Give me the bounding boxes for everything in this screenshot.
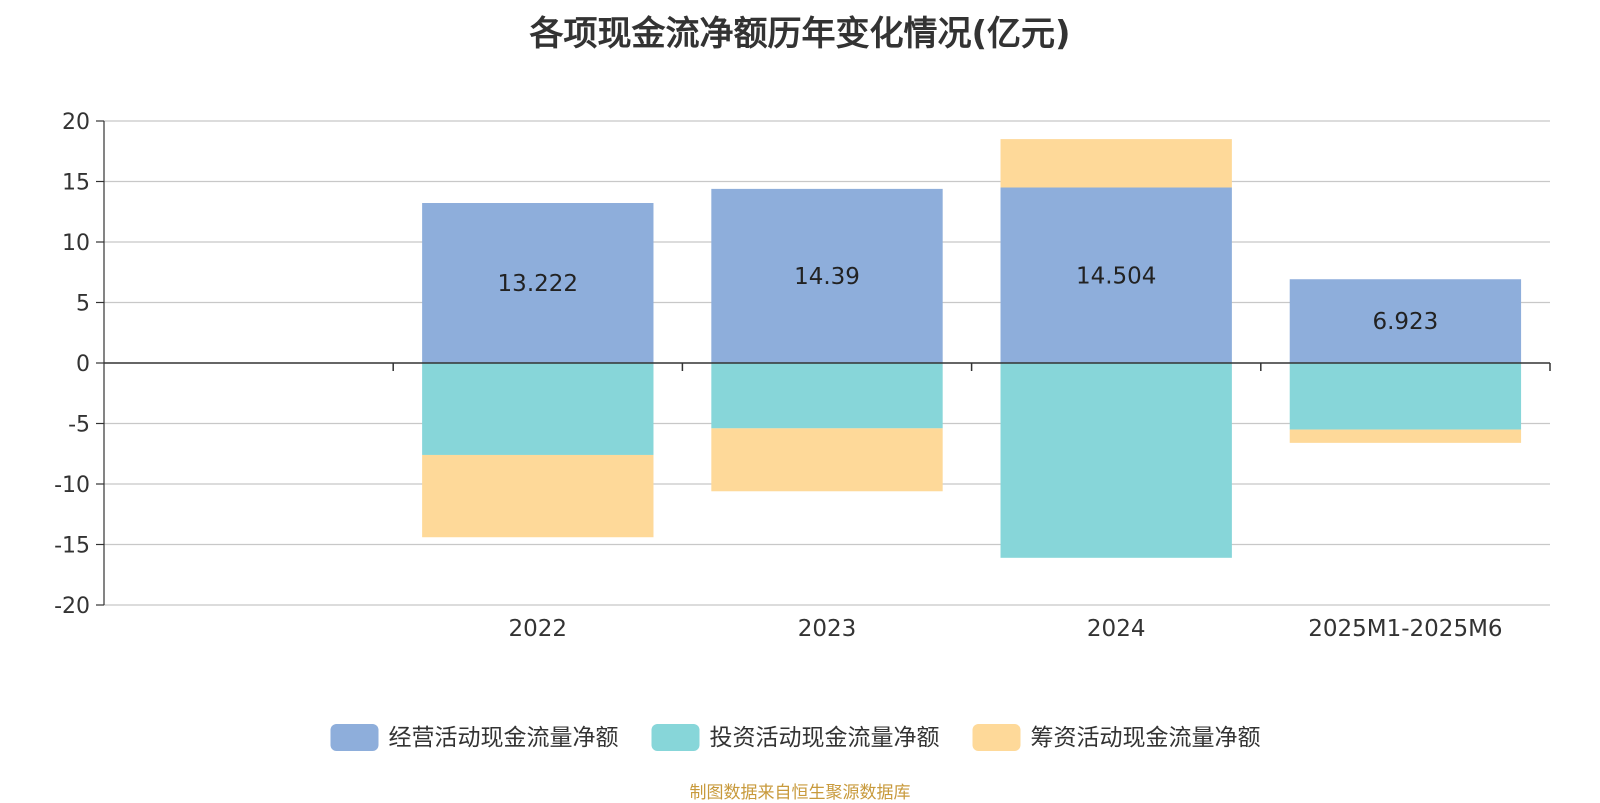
y-tick-label: 5 bbox=[76, 292, 90, 317]
bar-segment bbox=[422, 454, 654, 538]
source-note: 制图数据来自恒生聚源数据库 bbox=[689, 783, 911, 803]
chart-title: 各项现金流净额历年变化情况(亿元) bbox=[529, 14, 1071, 54]
data-label: 14.504 bbox=[1076, 263, 1156, 289]
bar-segment bbox=[1289, 429, 1522, 443]
bar-segment bbox=[1000, 187, 1232, 363]
bar-segment bbox=[1289, 279, 1522, 363]
x-tick-label: 2024 bbox=[1087, 616, 1146, 642]
x-tick-label: 2025M1-2025M6 bbox=[1308, 616, 1502, 642]
y-tick-label: -10 bbox=[54, 473, 90, 498]
y-tick-label: 0 bbox=[76, 352, 90, 377]
data-label: 14.39 bbox=[794, 264, 860, 290]
y-tick-label: -20 bbox=[54, 594, 90, 619]
bar-segment bbox=[711, 428, 943, 492]
bar-segment bbox=[422, 363, 654, 455]
y-tick-label: 20 bbox=[62, 110, 90, 135]
bar-segment bbox=[1289, 363, 1522, 430]
x-tick-label: 2023 bbox=[798, 616, 857, 642]
y-tick-label: -5 bbox=[68, 413, 90, 438]
stacked-bar-chart: 20 15 10 5 0 -5 -10 -15 -20 13.222 14.39 14.504 6.92… bbox=[54, 110, 1551, 751]
bar-segment bbox=[1000, 139, 1232, 188]
bar-segment bbox=[1000, 363, 1232, 558]
legend-swatch bbox=[651, 724, 700, 751]
legend-swatch bbox=[330, 724, 379, 751]
bar-segment bbox=[422, 203, 654, 363]
y-tick-label: 10 bbox=[62, 231, 90, 256]
legend-label: 投资活动现金流量净额 bbox=[710, 725, 940, 751]
legend-label: 筹资活动现金流量净额 bbox=[1031, 725, 1261, 751]
y-tick-label: 15 bbox=[62, 171, 90, 196]
data-label: 6.923 bbox=[1372, 309, 1438, 335]
y-tick-label: -15 bbox=[54, 534, 90, 559]
x-tick-label: 2022 bbox=[509, 616, 568, 642]
legend-label: 经营活动现金流量净额 bbox=[389, 725, 619, 751]
bar-segment bbox=[711, 188, 943, 363]
legend-swatch bbox=[972, 724, 1021, 751]
bar-segment bbox=[711, 363, 943, 429]
data-label: 13.222 bbox=[498, 271, 578, 297]
